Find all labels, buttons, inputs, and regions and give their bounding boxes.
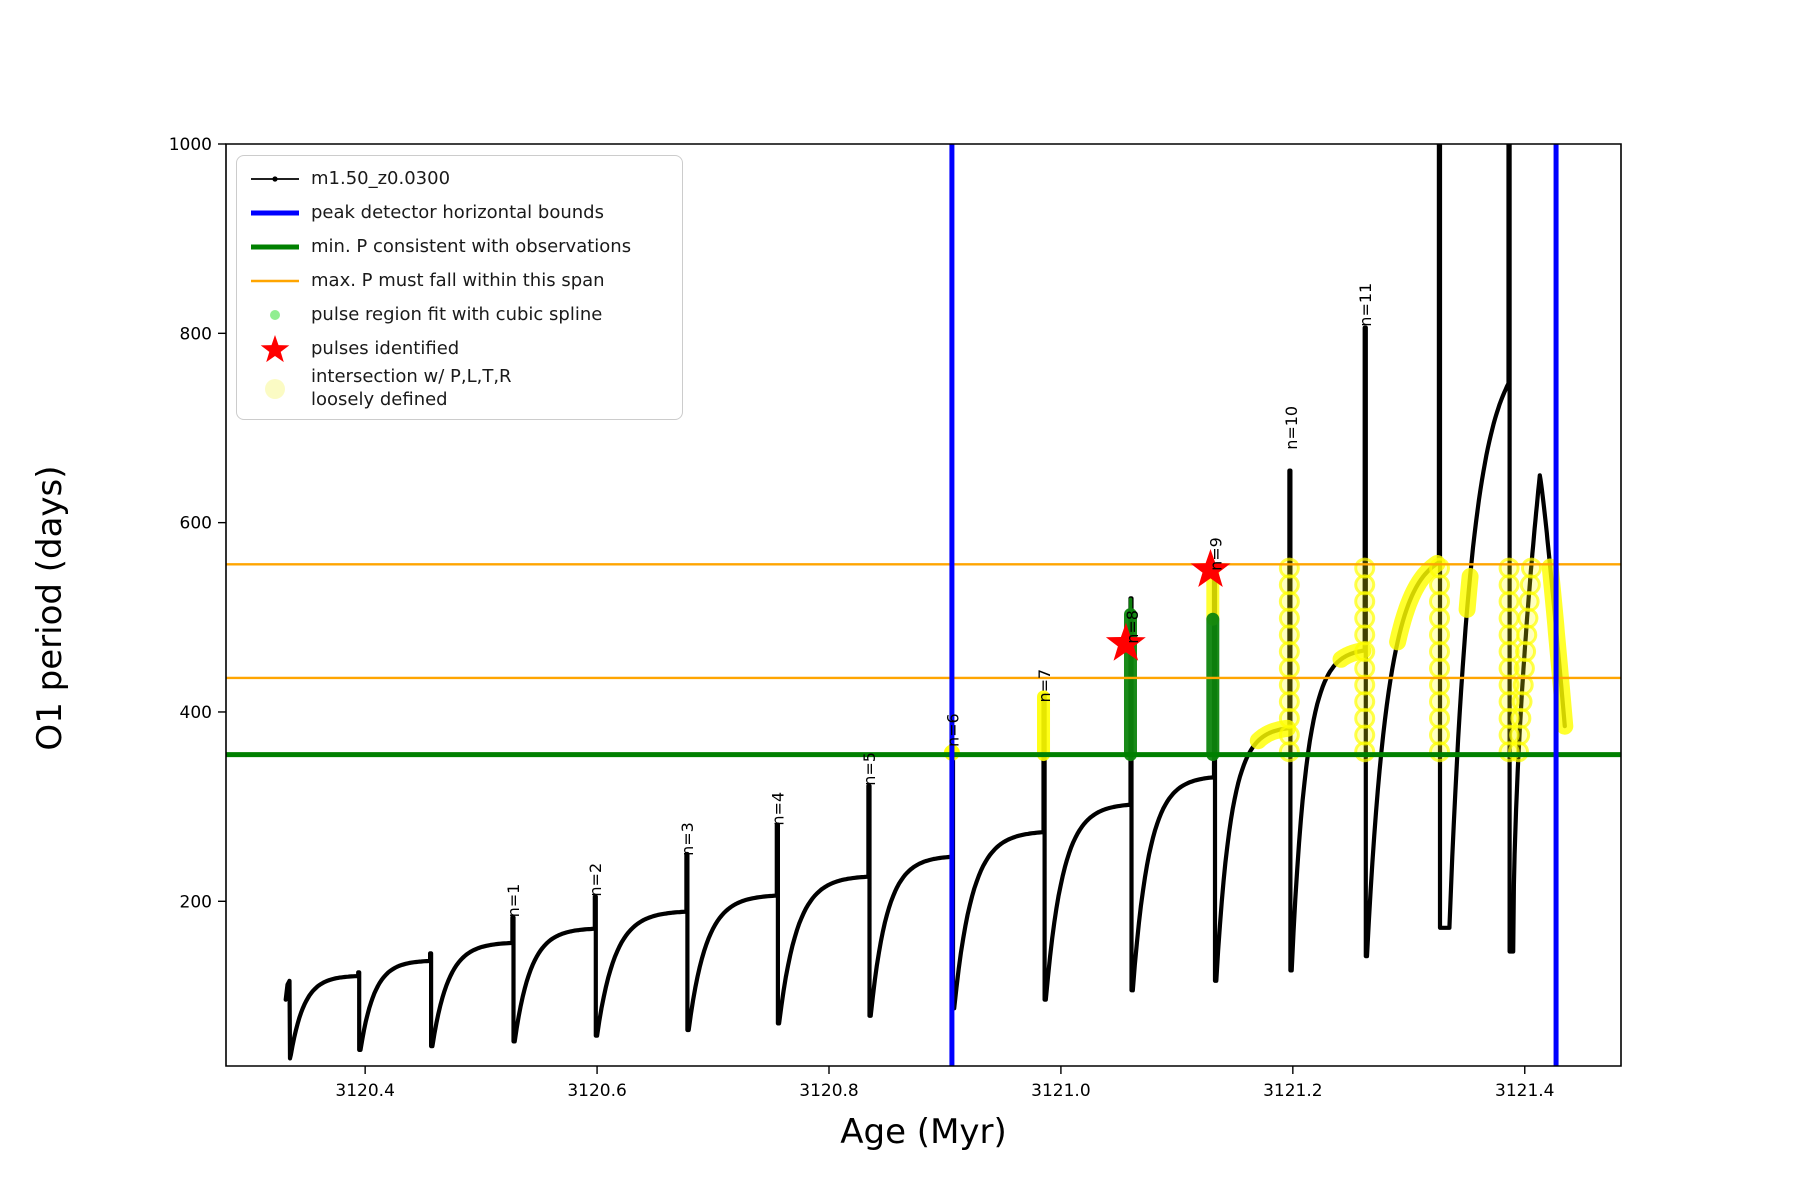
legend-entry-label: pulses identified [311, 337, 460, 359]
legend-entry: pulses identified [244, 332, 672, 366]
pulse-star [1105, 622, 1146, 661]
pulse-label: n=3 [678, 822, 697, 856]
legend-entry-label: max. P must fall within this span [311, 269, 605, 291]
x-tick-label: 3121.0 [1031, 1081, 1090, 1101]
legend-entry-label: m1.50_z0.0300 [311, 167, 451, 189]
legend-entry-label: peak detector horizontal bounds [311, 201, 604, 223]
legend-entry: m1.50_z0.0300 [244, 162, 672, 196]
x-tick-label: 3121.2 [1263, 1081, 1322, 1101]
intersection-band [1332, 642, 1372, 668]
pulse-label: n=4 [768, 792, 787, 826]
pulse-label: n=8 [1123, 610, 1142, 644]
legend-entry-label: intersection w/ P,L,T,R loosely defined [311, 366, 512, 410]
pulse-label: n=9 [1207, 537, 1226, 571]
intersection-band [1458, 568, 1479, 618]
pulse-label: n=2 [586, 863, 605, 897]
y-tick-label: 400 [180, 703, 212, 723]
pulse-label: n=7 [1035, 669, 1054, 703]
intersection-circle [1429, 557, 1451, 579]
x-axis-label: Age (Myr) [840, 1112, 1007, 1152]
intersection-circle [1520, 557, 1542, 579]
legend-entry-label: min. P consistent with observations [311, 235, 632, 257]
y-axis-label: O1 period (days) [30, 465, 70, 751]
legend-entry: min. P consistent with observations [244, 230, 672, 264]
intersection-circle [1278, 557, 1300, 579]
y-tick-label: 600 [180, 514, 212, 534]
x-tick-label: 3121.4 [1495, 1081, 1554, 1101]
pulse-label: n=1 [504, 884, 523, 918]
y-tick-label: 800 [180, 324, 212, 344]
star-icon [244, 332, 306, 366]
plot-area-group [283, 144, 1574, 1061]
x-tick-label: 3120.4 [335, 1081, 394, 1101]
legend-entry: peak detector horizontal bounds [244, 196, 672, 230]
intersection-circle [1498, 557, 1520, 579]
dot-icon [244, 372, 306, 406]
pulse-label: n=6 [943, 713, 962, 747]
legend-entry: max. P must fall within this span [244, 264, 672, 298]
line-sample-icon [244, 264, 306, 298]
dot-icon [244, 298, 306, 332]
legend-entry: intersection w/ P,L,T,R loosely defined [244, 366, 672, 411]
x-tick-label: 3120.8 [799, 1081, 858, 1101]
pulse-label: n=11 [1356, 283, 1375, 327]
legend-entry: pulse region fit with cubic spline [244, 298, 672, 332]
y-tick-label: 200 [180, 892, 212, 912]
line-sample-icon [244, 162, 306, 196]
line-sample-icon [244, 196, 306, 230]
line-sample-icon [244, 230, 306, 264]
axes-spines [225, 143, 1622, 1067]
legend-entry-label: pulse region fit with cubic spline [311, 303, 603, 325]
y-tick-label: 1000 [169, 135, 212, 155]
pulse-label: n=5 [860, 752, 879, 786]
x-tick-label: 3120.6 [567, 1081, 626, 1101]
pulse-label: n=10 [1282, 406, 1301, 450]
pulse-star [1190, 549, 1231, 587]
intersection-circle [1354, 557, 1376, 579]
